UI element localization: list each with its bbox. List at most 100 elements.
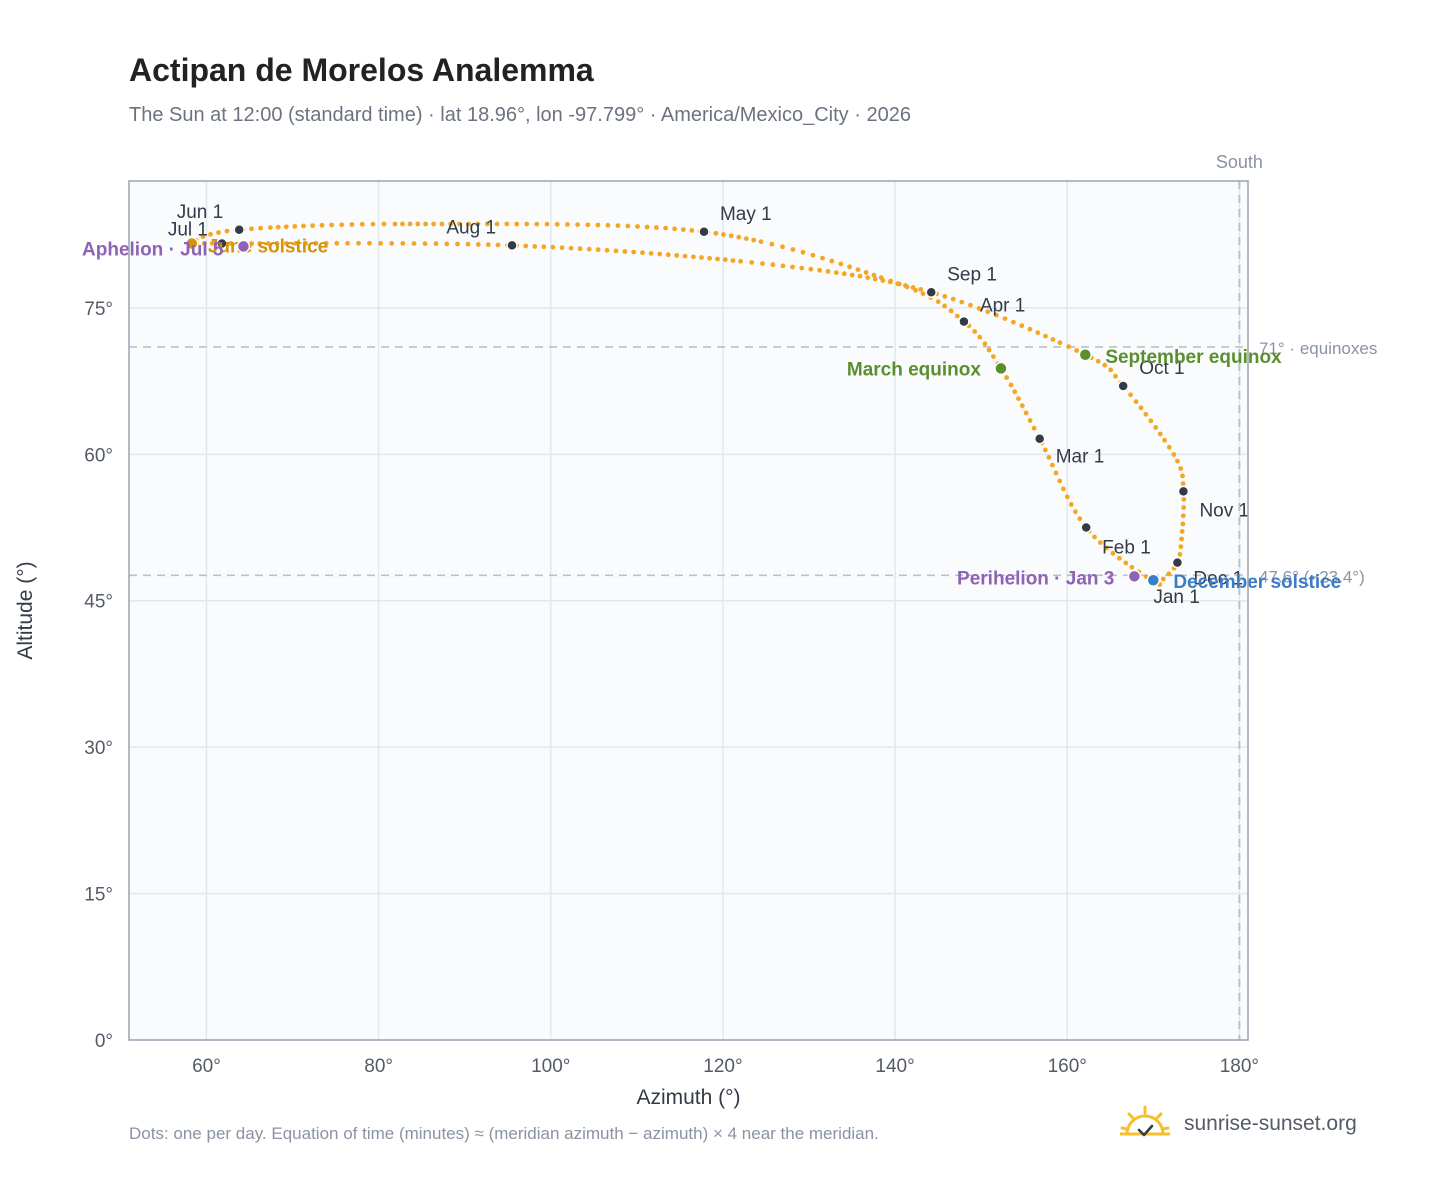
day-dot — [465, 241, 471, 247]
day-dot — [1053, 470, 1059, 476]
day-dot — [1180, 481, 1186, 487]
day-dot — [457, 221, 462, 227]
event-marker — [1127, 569, 1142, 584]
day-dot — [847, 264, 852, 270]
month-label: Jun 1 — [177, 202, 223, 223]
day-dot — [991, 354, 996, 359]
day-dot — [738, 258, 743, 264]
day-dot — [644, 224, 650, 230]
event-marker — [236, 239, 251, 254]
day-dot — [1181, 505, 1187, 510]
day-dot — [301, 223, 306, 229]
day-dot — [1148, 418, 1154, 424]
day-dot — [613, 248, 619, 254]
day-dot — [283, 224, 289, 230]
day-dot — [994, 312, 999, 318]
day-dot — [400, 241, 406, 246]
month-marker — [233, 224, 245, 236]
day-dot — [1074, 348, 1079, 353]
day-dot — [985, 309, 991, 315]
day-dot — [1008, 382, 1014, 388]
y-tick-label: 60° — [84, 445, 113, 466]
day-dot — [657, 251, 663, 257]
day-dot — [258, 225, 263, 231]
day-dot — [209, 241, 215, 246]
month-label: Dec 1 — [1193, 569, 1243, 590]
x-tick-label: 120° — [703, 1056, 742, 1077]
day-dot — [1019, 403, 1025, 409]
month-marker — [1080, 521, 1092, 534]
day-dot — [959, 299, 965, 305]
day-dot — [872, 276, 878, 282]
day-dot — [942, 294, 948, 299]
y-tick-label: 45° — [84, 592, 113, 613]
day-dot — [378, 240, 383, 246]
day-dot — [976, 306, 982, 311]
day-dot — [475, 242, 481, 247]
day-dot — [249, 241, 255, 246]
brand[interactable]: sunrise-sunset.org — [1120, 1102, 1357, 1146]
plot-area — [129, 181, 1248, 1040]
day-dot — [356, 240, 361, 246]
day-dot — [640, 250, 645, 256]
day-dot — [475, 221, 481, 227]
day-dot — [825, 269, 831, 274]
day-dot — [1092, 534, 1097, 540]
day-dot — [392, 221, 398, 227]
day-dot — [977, 334, 983, 340]
day-dot — [1181, 497, 1187, 502]
day-dot — [648, 251, 654, 256]
day-dot — [790, 247, 796, 252]
event-label: Perihelion · Jan 3 — [957, 568, 1114, 589]
day-dot — [568, 245, 574, 251]
day-dot — [595, 222, 601, 228]
x-tick-label: 140° — [875, 1056, 914, 1077]
day-dot — [758, 239, 764, 245]
day-dot — [895, 281, 901, 287]
day-dot — [495, 242, 501, 248]
day-dot — [370, 221, 376, 227]
day-dot — [411, 241, 417, 246]
day-dot — [1064, 494, 1070, 500]
chart-subtitle: The Sun at 12:00 (standard time) · lat 1… — [129, 104, 911, 126]
day-dot — [790, 264, 795, 270]
day-dot — [585, 222, 591, 228]
reference-lines: South 71° · equinoxes 47.6° (−23.4°) — [129, 152, 1377, 1040]
day-dot — [1035, 330, 1041, 336]
day-dot — [942, 303, 947, 309]
day-dot — [1104, 545, 1109, 551]
event-marker — [185, 236, 199, 251]
day-dot — [1157, 431, 1163, 437]
day-dot — [559, 245, 565, 251]
day-dot — [707, 255, 712, 261]
day-dot — [1128, 392, 1133, 398]
axes: 60° 80° 100° 120° 140° 160° 180° 0° 15° 30° 45° 60°… — [14, 299, 1259, 1109]
day-dot — [208, 231, 213, 237]
day-dot — [910, 285, 916, 290]
day-dot — [1042, 447, 1048, 453]
day-dot — [841, 271, 847, 277]
day-dot — [615, 223, 621, 229]
month-marker — [958, 315, 970, 328]
footnote: Dots: one per day. Equation of time (min… — [129, 1124, 879, 1143]
day-dot — [1123, 560, 1129, 566]
month-label: Apr 1 — [980, 296, 1025, 317]
day-dot — [224, 228, 230, 234]
day-dot — [1117, 555, 1122, 561]
day-dot — [1143, 411, 1149, 417]
day-dot — [275, 224, 281, 230]
day-dot — [674, 253, 680, 258]
day-dot — [431, 221, 436, 227]
day-dot — [743, 236, 749, 242]
day-dot — [514, 221, 520, 227]
day-dot — [849, 272, 855, 278]
event-marker — [994, 361, 1008, 376]
month-marker — [925, 286, 937, 299]
day-dot — [982, 341, 988, 347]
day-dot — [367, 240, 372, 246]
day-dot — [769, 241, 775, 247]
day-dot — [444, 241, 450, 247]
day-dot — [1153, 425, 1159, 430]
